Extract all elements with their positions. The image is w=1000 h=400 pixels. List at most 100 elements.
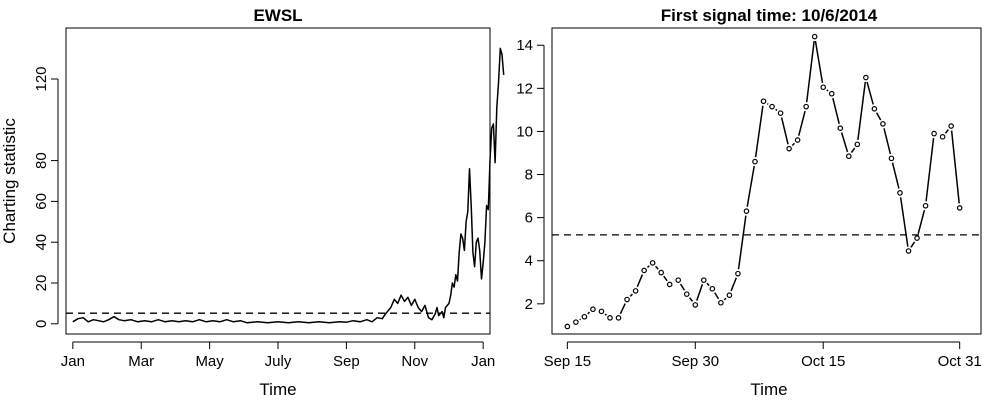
series-segment xyxy=(655,265,659,270)
data-point xyxy=(854,141,861,148)
data-point xyxy=(615,315,622,321)
series-segment xyxy=(706,282,710,287)
data-point xyxy=(922,202,929,209)
series-segment xyxy=(775,108,778,111)
series-segment xyxy=(679,283,686,291)
data-point xyxy=(735,270,741,277)
x-tick-label: July xyxy=(265,353,292,370)
data-point xyxy=(590,306,596,313)
series-group xyxy=(72,47,505,324)
data-point xyxy=(692,302,699,308)
series-segment xyxy=(944,129,949,134)
data-point xyxy=(598,308,605,315)
chart-title: EWSL xyxy=(253,6,302,25)
series-segment xyxy=(950,130,960,204)
series-segment xyxy=(857,81,867,140)
series-segment xyxy=(629,293,633,297)
series-segment xyxy=(798,110,806,136)
series-segment xyxy=(754,105,764,158)
data-point xyxy=(939,134,946,140)
plot-frame xyxy=(551,27,982,335)
data-point xyxy=(743,208,750,214)
data-point xyxy=(581,313,588,320)
series-segment xyxy=(826,89,829,92)
data-point xyxy=(624,296,630,303)
data-point xyxy=(888,155,895,162)
x-tick-label: Sep xyxy=(333,353,360,370)
data-point xyxy=(863,74,869,81)
data-point xyxy=(726,292,733,299)
data-point xyxy=(786,145,792,152)
y-tick-label: 120 xyxy=(33,66,50,91)
series-segment xyxy=(780,117,789,145)
data-point xyxy=(897,190,903,196)
data-point xyxy=(683,291,690,297)
data-point xyxy=(828,90,835,97)
series-segment xyxy=(899,197,909,247)
data-point xyxy=(846,153,852,160)
series-segment xyxy=(579,318,582,321)
chart-title: First signal time: 10/6/2014 xyxy=(661,6,878,25)
x-tick-label: Nov xyxy=(401,353,428,370)
data-point xyxy=(914,235,920,241)
series-segment xyxy=(604,313,607,316)
y-tick-label: 0 xyxy=(33,320,50,328)
data-point xyxy=(675,277,682,283)
data-point xyxy=(701,277,707,283)
series-segment xyxy=(766,103,769,105)
data-point xyxy=(666,281,673,288)
data-point xyxy=(649,260,656,266)
panel-first-signal: First signal time: 10/6/2014 Time Sep 15… xyxy=(516,6,981,399)
data-point xyxy=(803,103,809,110)
panel-ewsl: EWSL Time Charting statistic Jan Mar May Ju… xyxy=(0,6,505,399)
series-segment xyxy=(636,274,644,288)
data-point xyxy=(837,125,844,132)
y-ticks: 2 4 6 8 10 12 14 xyxy=(516,37,545,313)
data-point xyxy=(718,299,724,306)
data-point xyxy=(769,103,775,110)
x-ticks: Jan Mar May July Sep Nov Jan xyxy=(61,341,495,370)
series-segment xyxy=(805,40,815,103)
series-segment xyxy=(910,241,916,248)
y-tick-label: 2 xyxy=(525,296,533,313)
data-point xyxy=(811,33,818,40)
series-segment xyxy=(866,81,874,105)
x-tick-label: Oct 31 xyxy=(938,353,982,370)
y-tick-label: 20 xyxy=(33,275,50,292)
y-tick-label: 12 xyxy=(516,80,533,97)
data-point xyxy=(820,84,827,91)
data-point xyxy=(931,130,937,137)
data-point xyxy=(573,319,579,325)
data-point xyxy=(794,137,801,143)
series-segment xyxy=(730,277,737,292)
y-tick-label: 10 xyxy=(516,123,533,140)
x-tick-label: May xyxy=(195,353,224,370)
series-segment xyxy=(723,297,727,301)
series-segment xyxy=(619,303,626,315)
series-line xyxy=(72,47,505,324)
y-tick-label: 4 xyxy=(525,253,533,270)
data-point xyxy=(709,285,716,292)
data-point xyxy=(760,98,767,105)
y-tick-label: 8 xyxy=(525,167,533,184)
series-segment xyxy=(746,165,755,207)
data-point xyxy=(564,323,571,330)
x-tick-label: Jan xyxy=(61,353,85,370)
x-ticks: Sep 15 Sep 30 Oct 15 Oct 31 xyxy=(544,341,982,370)
data-point xyxy=(632,288,639,294)
y-axis-label: Charting statistic xyxy=(0,118,19,244)
series-group xyxy=(564,33,963,330)
series-segment xyxy=(917,209,926,234)
x-axis-label: Time xyxy=(750,380,787,399)
data-point xyxy=(905,248,912,254)
series-segment xyxy=(587,311,591,315)
x-axis-label: Time xyxy=(259,380,296,399)
x-tick-label: Oct 15 xyxy=(801,353,845,370)
data-point xyxy=(956,205,963,211)
series-segment xyxy=(814,40,824,83)
y-ticks: 0 20 40 60 80 120 xyxy=(33,66,59,328)
series-segment xyxy=(791,142,795,147)
y-tick-label: 6 xyxy=(525,210,533,227)
series-segment xyxy=(663,275,668,282)
